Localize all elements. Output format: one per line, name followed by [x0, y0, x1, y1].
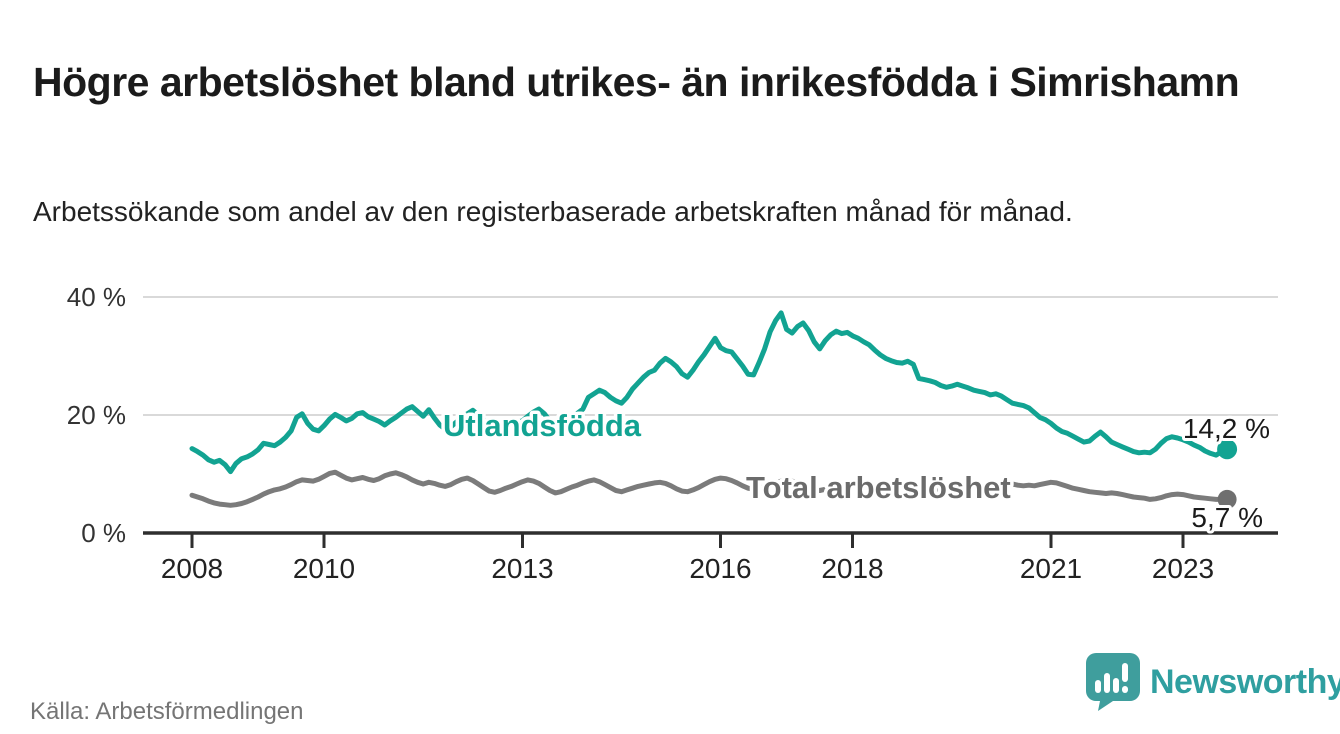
x-axis-label-2008: 2008 [161, 553, 223, 584]
x-axis-label-2016: 2016 [689, 553, 751, 584]
y-axis-label-20: 20 % [67, 400, 126, 430]
page-title: Högre arbetslöshet bland utrikes- än inr… [33, 59, 1240, 106]
series-utlandsfodda-line [189, 310, 1230, 475]
series-label-utlandsfodda: Utlandsfödda [443, 408, 642, 443]
page-subtitle: Arbetssökande som andel av den registerb… [33, 196, 1073, 227]
source-text: Källa: Arbetsförmedlingen [30, 698, 304, 725]
x-axis-label-2021: 2021 [1020, 553, 1082, 584]
series-total-line [189, 469, 1230, 508]
series-label-total: Total arbetslöshet [746, 470, 1011, 505]
newsworthy-logo: Newsworthy [1086, 653, 1340, 711]
value-label-utlandsfodda: 14,2 % [1183, 413, 1270, 444]
x-axis-label-2010: 2010 [293, 553, 355, 584]
x-axis-label-2023: 2023 [1152, 553, 1214, 584]
x-axis-label-2013: 2013 [491, 553, 553, 584]
x-axis-label-2018: 2018 [821, 553, 883, 584]
bar-chart-speech-bubble-icon [1086, 653, 1140, 711]
logo-wordmark: Newsworthy [1150, 662, 1340, 701]
series-total-dot [1217, 489, 1237, 509]
y-axis-label-40: 40 % [67, 282, 126, 312]
series-utlandsfodda-dot [1217, 439, 1238, 460]
y-axis-label-0: 0 % [81, 518, 126, 548]
value-label-total: 5,7 % [1191, 502, 1263, 533]
